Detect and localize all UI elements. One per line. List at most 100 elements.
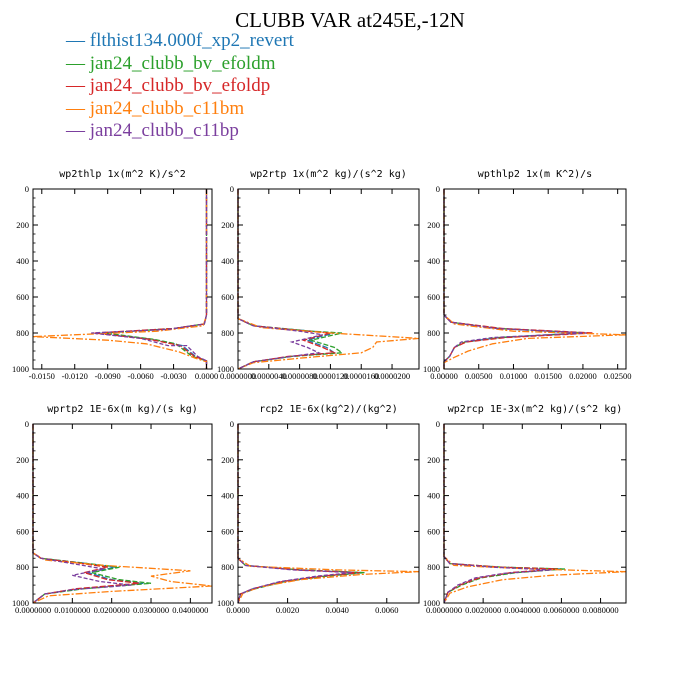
y-tick-label-5-4: 800: [427, 562, 440, 572]
y-tick-label-0-4: 800: [16, 328, 29, 338]
page-title: CLUBB VAR at245E,-12N: [235, 8, 465, 32]
y-tick-label-1-4: 800: [221, 328, 234, 338]
x-tick-label-1-5: 0.0000200: [374, 371, 410, 381]
y-tick-label-5-2: 400: [427, 491, 440, 501]
panel-title-1: wp2rtp 1x(m^2 kg)/(s^2 kg): [250, 169, 407, 180]
x-tick-label-5-3: 0.0060000: [543, 605, 579, 615]
legend-marker-1: —: [66, 52, 90, 74]
y-tick-label-2-4: 800: [427, 328, 440, 338]
y-tick-label-0-3: 600: [16, 292, 29, 302]
x-tick-label-5-2: 0.0040000: [504, 605, 540, 615]
legend: — flthist134.000f_xp2_revert — jan24_clu…: [66, 30, 294, 143]
x-tick-label-1-2: 0.0000080: [282, 371, 318, 381]
x-tick-label-4-0: 0.0000: [226, 605, 249, 615]
legend-marker-2: —: [66, 75, 90, 96]
panel-5: wp2rcp 1E-3x(m^2 kg)/(s^2 kg) 0 200 400 600 8…: [423, 404, 627, 615]
x-tick-label-3-0: 0.0000000: [15, 605, 51, 615]
panel-1: wp2rtp 1x(m^2 kg)/(s^2 kg) 0 200 400 600 800 1…: [217, 169, 420, 381]
series-line-5-1: [443, 424, 566, 604]
series-line-0-3: [32, 189, 208, 369]
x-tick-label-4-1: 0.0020: [276, 605, 299, 615]
series-line-4-3: [237, 424, 420, 604]
y-tick-label-4-0: 0: [230, 419, 234, 429]
series-line-3-3: [32, 424, 213, 604]
y-tick-label-3-0: 0: [25, 419, 29, 429]
y-tick-label-1-5: 1000: [217, 364, 234, 374]
panel-title-3: wprtp2 1E-6x(m kg)/(s kg): [47, 404, 198, 415]
panel-title-0: wp2thlp 1x(m^2 K)/s^2: [59, 169, 185, 180]
y-tick-label-2-0: 0: [436, 184, 440, 194]
x-tick-label-0-1: -0.0120: [62, 371, 88, 381]
x-tick-label-2-1: 0.00500: [465, 371, 493, 381]
y-tick-label-3-3: 600: [16, 526, 29, 536]
y-tick-label-3-5: 1000: [12, 598, 29, 608]
x-tick-label-0-2: -0.0090: [95, 371, 121, 381]
panel-2: wpthlp2 1x(m K^2)/s020040060080010000.00…: [423, 169, 631, 381]
y-tick-label-5-0: 0: [436, 419, 440, 429]
panel-0: wp2thlp 1x(m^2 K)/s^202004006008001000-0…: [12, 169, 218, 381]
series-line-1-0: [237, 189, 337, 370]
y-tick-label-5-5: 1000: [423, 598, 440, 608]
y-tick-label-2-5: 1000: [423, 364, 440, 374]
x-tick-label-2-0: 0.00000: [430, 371, 458, 381]
x-tick-label-3-4: 0.0400000: [172, 605, 208, 615]
y-tick-label-3-4: 800: [16, 562, 29, 572]
legend-item-3: — jan24_clubb_c11bm: [66, 98, 294, 121]
x-tick-label-0-5: 0.0000: [195, 371, 218, 381]
legend-label-1: jan24_clubb_bv_efoldm: [89, 52, 276, 74]
legend-item-1: — jan24_clubb_bv_efoldm: [66, 53, 294, 76]
y-tick-label-4-4: 800: [221, 562, 234, 572]
x-tick-label-2-5: 0.02500: [604, 371, 632, 381]
x-tick-label-5-0: 0.0000000: [426, 605, 462, 615]
legend-marker-4: —: [66, 120, 90, 141]
plot-frame-3: [32, 423, 213, 604]
x-tick-label-0-3: -0.0060: [128, 371, 154, 381]
legend-item-0: — flthist134.000f_xp2_revert: [66, 30, 294, 53]
legend-label-4: jan24_clubb_c11bp: [89, 120, 239, 141]
legend-label-0: flthist134.000f_xp2_revert: [89, 30, 294, 51]
series-line-0-2: [94, 189, 208, 369]
x-tick-label-0-4: -0.0030: [160, 371, 186, 381]
series-line-2-4: [443, 189, 587, 369]
legend-marker-3: —: [66, 97, 90, 119]
series-line-2-1: [443, 189, 587, 369]
y-tick-label-4-1: 200: [221, 455, 234, 465]
x-tick-label-3-3: 0.0300000: [133, 605, 169, 615]
y-tick-label-0-2: 400: [16, 256, 29, 266]
x-tick-label-4-3: 0.0060: [375, 605, 398, 615]
y-tick-label-2-2: 400: [427, 256, 440, 266]
x-tick-label-2-4: 0.02000: [569, 371, 597, 381]
x-tick-label-0-0: -0.0150: [29, 371, 55, 381]
y-tick-label-4-2: 400: [221, 491, 234, 501]
x-tick-label-1-3: 0.0000120: [312, 371, 348, 381]
x-tick-label-2-2: 0.01000: [500, 371, 528, 381]
legend-item-2: — jan24_clubb_bv_efoldp: [66, 75, 294, 98]
series-line-4-4: [237, 424, 353, 604]
panel-title-4: rcp2 1E-6x(kg^2)/(kg^2): [259, 404, 397, 415]
panel-3: wprtp2 1E-6x(m kg)/(s kg) 0 200 400 600 800 10…: [12, 404, 213, 615]
plot-frame-1: [237, 188, 420, 370]
y-tick-label-1-2: 400: [221, 256, 234, 266]
legend-label-3: jan24_clubb_c11bm: [89, 97, 245, 119]
y-tick-label-1-1: 200: [221, 220, 234, 230]
y-tick-label-0-1: 200: [16, 220, 29, 230]
x-tick-label-5-4: 0.0080000: [582, 605, 618, 615]
x-tick-label-3-1: 0.0100000: [54, 605, 90, 615]
y-tick-label-1-0: 0: [230, 184, 234, 194]
y-tick-label-5-3: 600: [427, 526, 440, 536]
series-line-3-0: [32, 424, 144, 604]
series-line-3-2: [32, 424, 140, 604]
plot-frame-0: [32, 188, 213, 370]
x-tick-label-1-4: 0.0000160: [343, 371, 379, 381]
y-tick-label-5-1: 200: [427, 455, 440, 465]
panel-title-5: wp2rcp 1E-3x(m^2 kg)/(s^2 kg): [448, 404, 623, 415]
series-line-1-2: [237, 189, 337, 370]
y-tick-label-4-5: 1000: [217, 598, 234, 608]
series-line-5-4: [443, 424, 552, 604]
legend-marker-0: —: [66, 30, 90, 51]
series-line-1-3: [237, 189, 420, 370]
y-tick-label-1-3: 600: [221, 292, 234, 302]
y-tick-label-2-1: 200: [427, 220, 440, 230]
series-line-3-1: [32, 424, 152, 604]
